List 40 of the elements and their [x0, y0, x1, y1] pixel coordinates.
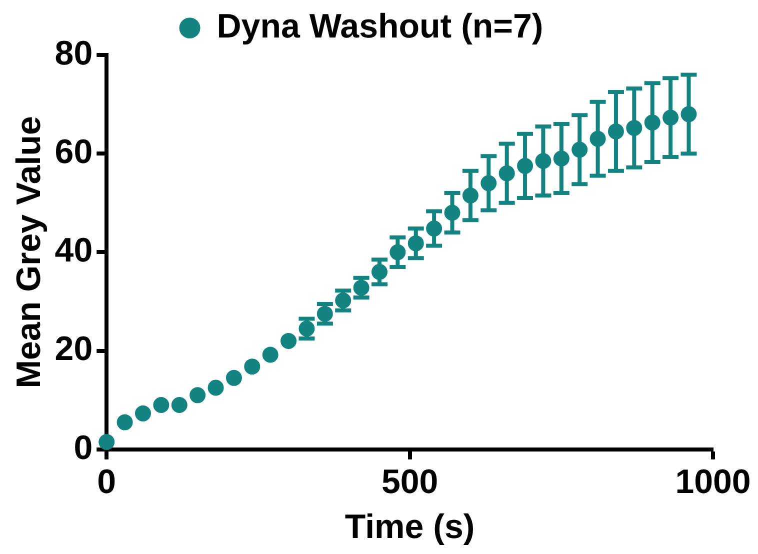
point — [208, 380, 224, 396]
point — [135, 405, 151, 422]
point — [680, 106, 697, 122]
point — [480, 175, 497, 192]
point — [608, 123, 624, 140]
point — [226, 370, 242, 386]
y-tick-label: 0 — [74, 428, 93, 467]
point — [590, 130, 606, 147]
point — [535, 152, 552, 169]
point — [462, 188, 478, 204]
y-tick-label: 80 — [54, 34, 93, 72]
point — [444, 204, 460, 221]
point — [498, 165, 515, 182]
x-axis-title: Time (s) — [344, 508, 475, 546]
y-tick-label: 20 — [54, 330, 93, 368]
point — [626, 120, 642, 136]
point — [262, 346, 278, 363]
point — [371, 264, 388, 280]
point — [553, 150, 570, 167]
point — [662, 110, 679, 126]
point — [572, 142, 588, 158]
point — [644, 114, 660, 131]
x-tick-label: 0 — [97, 463, 116, 502]
x-tick-label: 500 — [381, 463, 438, 502]
point — [280, 332, 297, 349]
y-axis-title: Mean Grey Value — [10, 116, 48, 388]
legend-label: Dyna Washout (n=7) — [216, 7, 544, 46]
point — [116, 414, 133, 430]
y-tick-label: 40 — [54, 232, 93, 270]
point — [408, 235, 424, 252]
point — [244, 358, 260, 375]
point — [190, 387, 206, 404]
point — [98, 434, 115, 450]
point — [171, 397, 188, 414]
point — [517, 158, 534, 174]
point — [390, 244, 406, 260]
point — [426, 220, 442, 237]
x-tick-label: 1000 — [675, 463, 751, 502]
point — [153, 397, 170, 414]
y-tick-label: 60 — [54, 132, 93, 171]
